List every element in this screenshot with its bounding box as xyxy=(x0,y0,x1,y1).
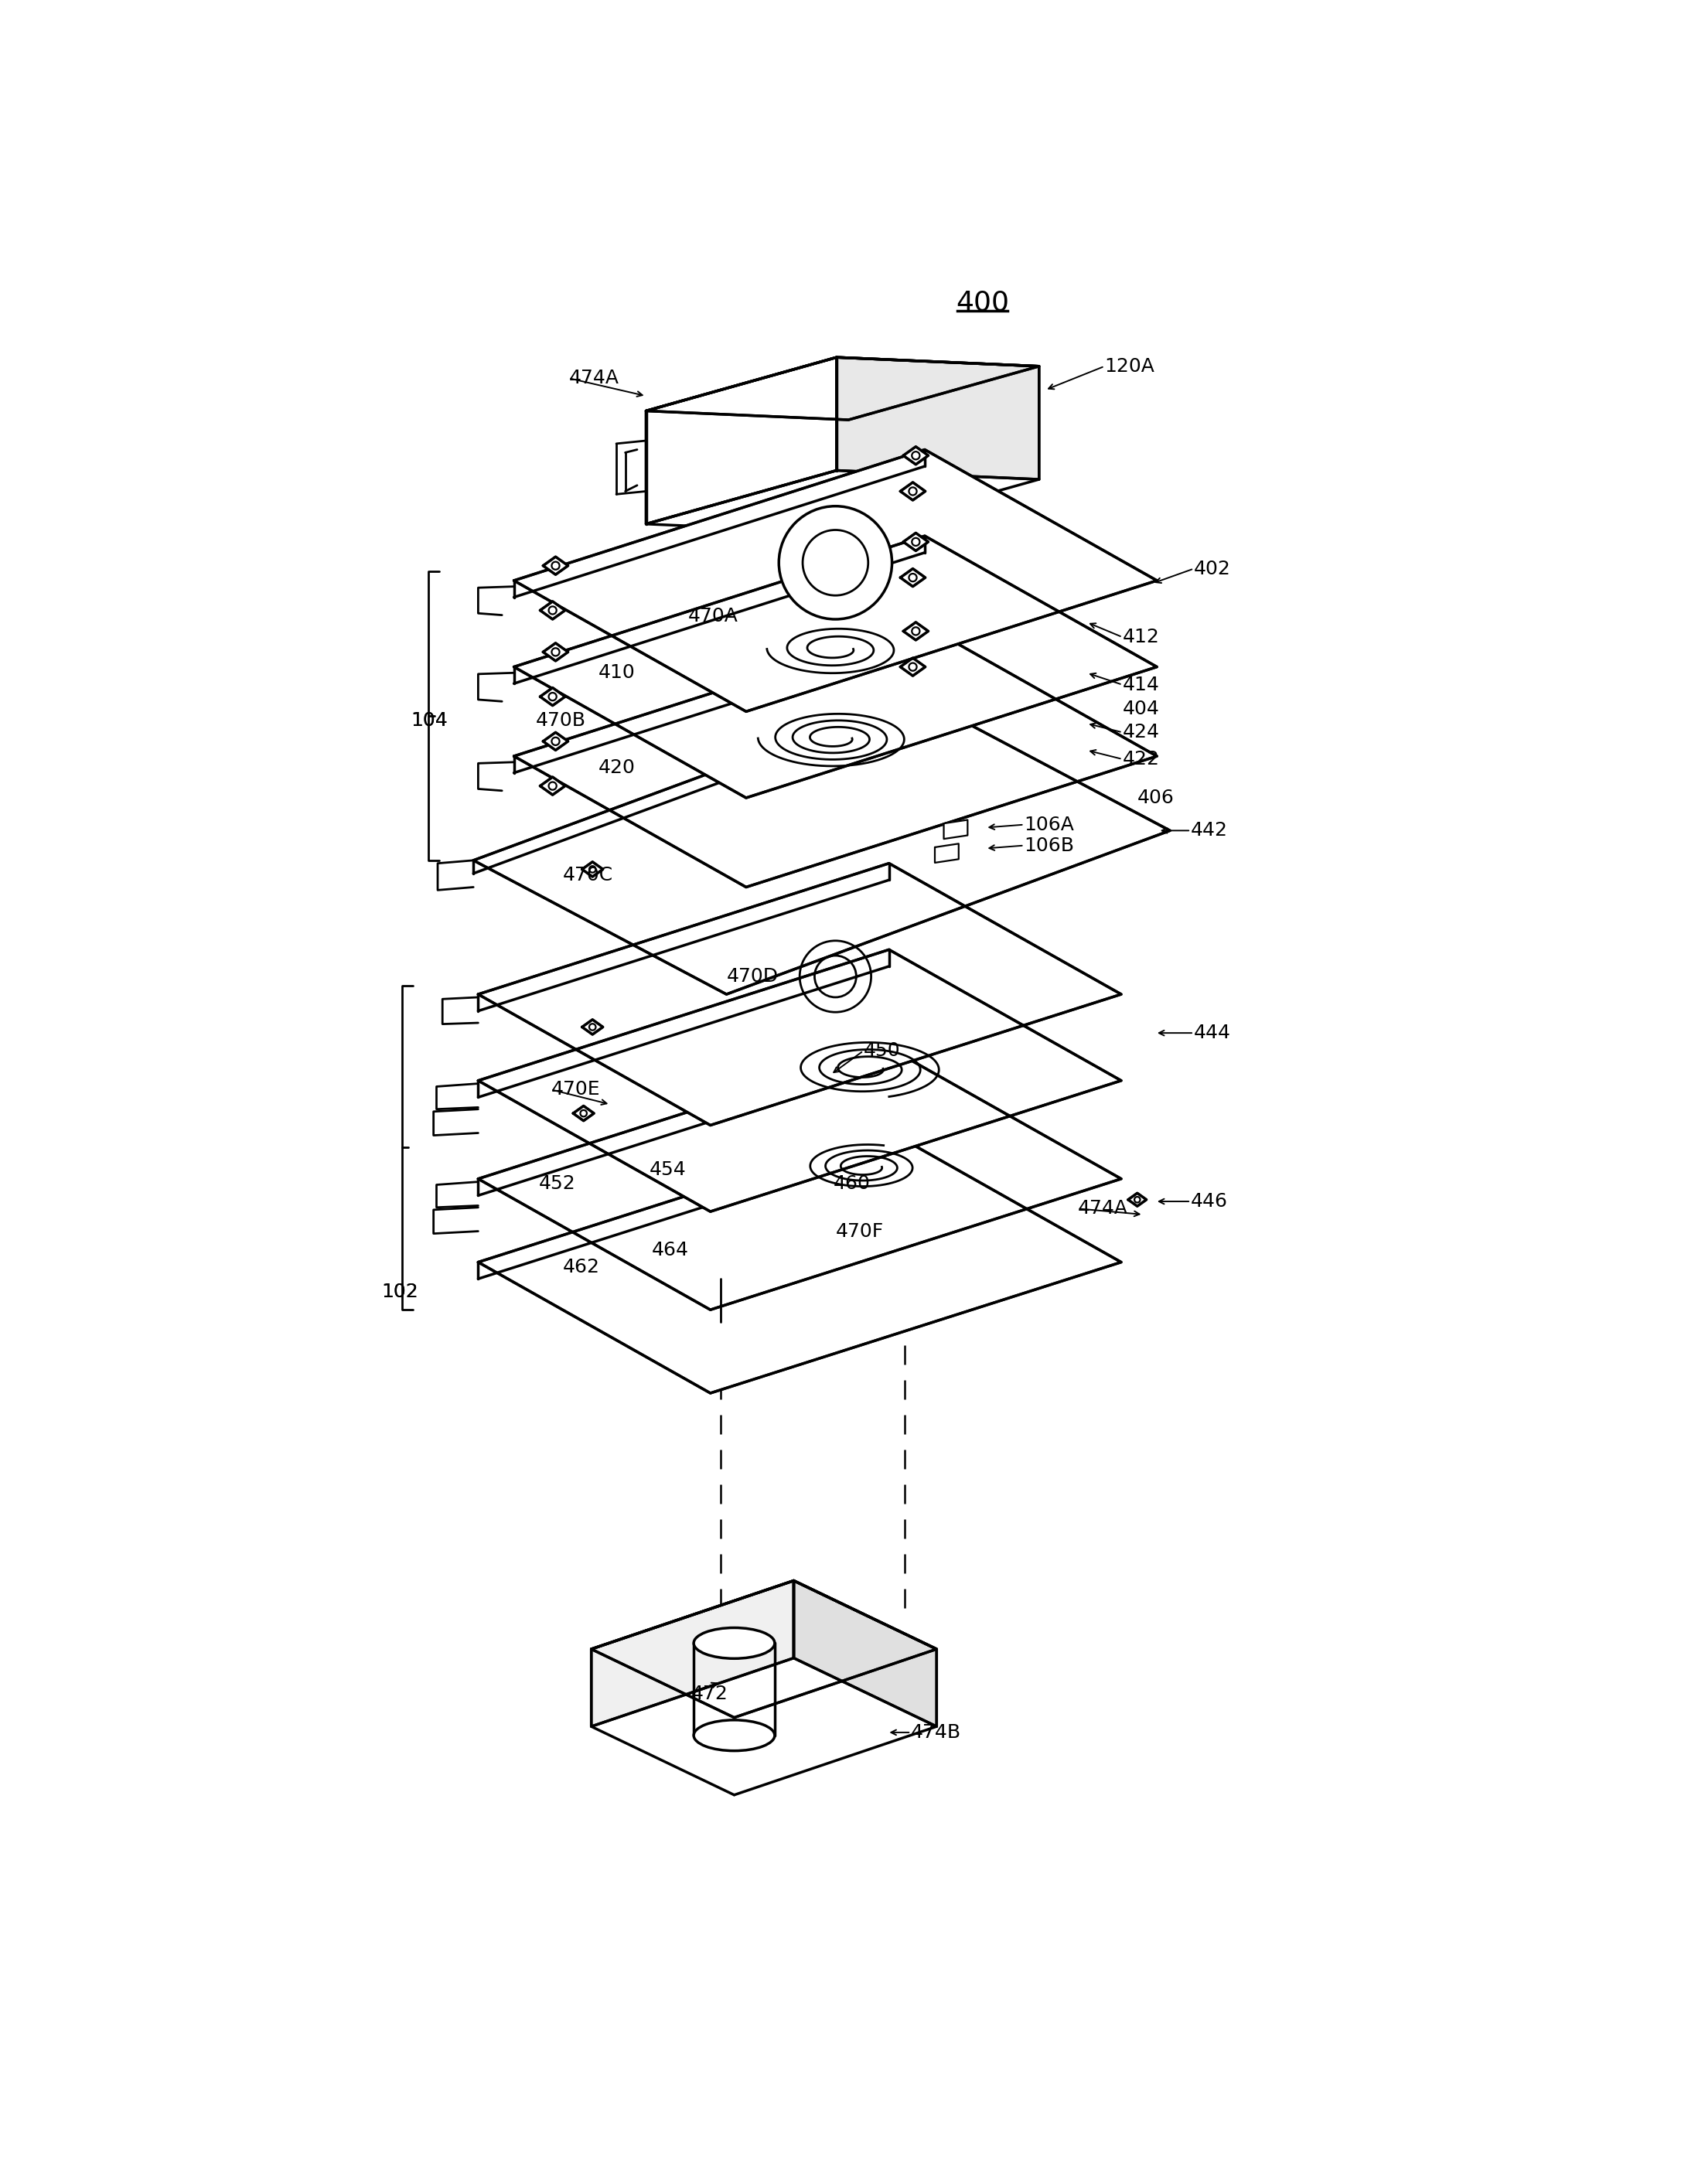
Text: 460: 460 xyxy=(834,1175,871,1192)
Text: 470F: 470F xyxy=(835,1221,883,1241)
Text: 462: 462 xyxy=(563,1258,600,1275)
Text: 406: 406 xyxy=(1137,788,1175,808)
Polygon shape xyxy=(900,483,926,500)
Text: 442: 442 xyxy=(1190,821,1228,841)
Text: 452: 452 xyxy=(539,1175,576,1192)
Text: 104: 104 xyxy=(411,712,448,729)
Polygon shape xyxy=(904,622,928,640)
Text: 106B: 106B xyxy=(1025,836,1074,854)
Text: 450: 450 xyxy=(863,1042,900,1059)
Polygon shape xyxy=(513,450,1158,712)
Polygon shape xyxy=(900,568,926,587)
Polygon shape xyxy=(513,535,1158,797)
Text: 470D: 470D xyxy=(726,968,779,985)
Polygon shape xyxy=(474,697,1170,994)
Text: 470C: 470C xyxy=(563,865,614,885)
Polygon shape xyxy=(592,1581,795,1728)
Polygon shape xyxy=(592,1581,936,1717)
Text: 102: 102 xyxy=(382,1282,418,1302)
Polygon shape xyxy=(581,1020,604,1035)
Ellipse shape xyxy=(694,1627,774,1658)
Polygon shape xyxy=(900,657,926,675)
Text: 104: 104 xyxy=(411,712,448,729)
Text: 420: 420 xyxy=(598,758,636,778)
Circle shape xyxy=(779,507,892,620)
Polygon shape xyxy=(540,601,564,620)
Ellipse shape xyxy=(694,1721,774,1752)
Text: 404: 404 xyxy=(1122,699,1159,719)
Text: 410: 410 xyxy=(598,664,636,681)
Text: 444: 444 xyxy=(1194,1024,1231,1042)
Text: 402: 402 xyxy=(1194,559,1231,579)
Text: 472: 472 xyxy=(691,1684,728,1704)
Polygon shape xyxy=(477,1048,1122,1310)
Polygon shape xyxy=(544,642,568,662)
Polygon shape xyxy=(544,557,568,574)
Polygon shape xyxy=(544,732,568,751)
Text: 454: 454 xyxy=(650,1160,685,1179)
Polygon shape xyxy=(1129,1192,1146,1206)
Text: 424: 424 xyxy=(1122,723,1159,743)
Polygon shape xyxy=(581,863,604,876)
Polygon shape xyxy=(945,819,968,839)
Polygon shape xyxy=(904,446,928,465)
Text: 464: 464 xyxy=(651,1241,689,1260)
Polygon shape xyxy=(646,358,837,524)
Polygon shape xyxy=(837,358,1038,478)
Polygon shape xyxy=(513,625,1158,887)
Text: 474A: 474A xyxy=(1078,1199,1129,1219)
Text: 414: 414 xyxy=(1122,675,1159,695)
Polygon shape xyxy=(795,1581,936,1728)
Polygon shape xyxy=(934,843,958,863)
Polygon shape xyxy=(573,1105,593,1120)
Text: 106A: 106A xyxy=(1025,815,1074,834)
Polygon shape xyxy=(904,533,928,550)
Text: 102: 102 xyxy=(382,1282,418,1302)
Polygon shape xyxy=(477,863,1122,1125)
Polygon shape xyxy=(540,688,564,705)
Text: 470E: 470E xyxy=(551,1081,600,1099)
Text: 474A: 474A xyxy=(569,369,619,387)
Text: 470B: 470B xyxy=(535,712,587,729)
Polygon shape xyxy=(646,358,1038,419)
Polygon shape xyxy=(477,1131,1122,1393)
Text: 412: 412 xyxy=(1122,627,1159,646)
Polygon shape xyxy=(477,950,1122,1212)
Text: 470A: 470A xyxy=(687,607,738,625)
Text: 422: 422 xyxy=(1122,749,1159,769)
Text: 400: 400 xyxy=(957,290,1009,317)
Text: 120A: 120A xyxy=(1105,356,1154,376)
Text: 474B: 474B xyxy=(910,1723,962,1741)
Polygon shape xyxy=(540,778,564,795)
Text: 446: 446 xyxy=(1190,1192,1228,1210)
Circle shape xyxy=(803,531,868,596)
